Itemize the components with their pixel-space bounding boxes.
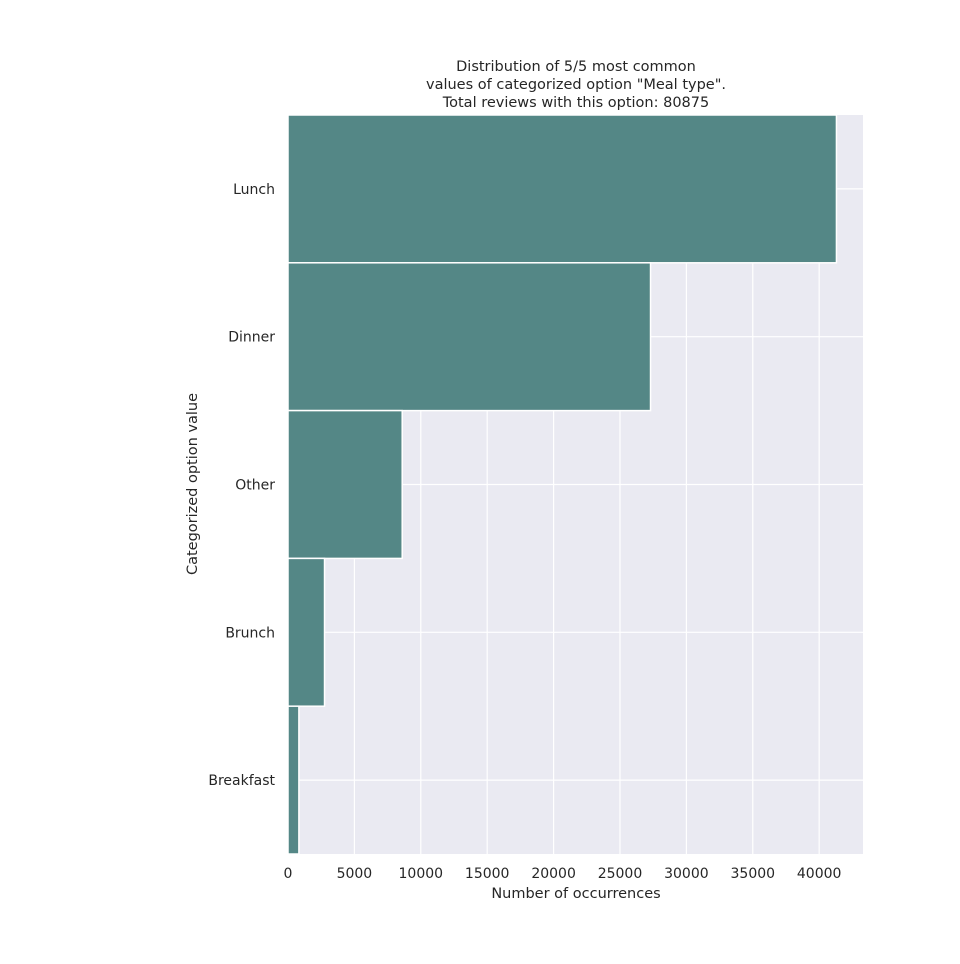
x-tick-label: 20000 [531,866,576,882]
bar-dinner [287,262,652,412]
x-tick-label: 0 [284,866,293,882]
bar-brunch [287,557,326,707]
bar-lunch [287,114,838,264]
x-tick-label: 40000 [797,866,842,882]
x-tick-label: 10000 [399,866,444,882]
x-tick-label: 5000 [337,866,373,882]
x-tick-label: 15000 [465,866,510,882]
chart-title-line-1: Distribution of 5/5 most common [456,59,696,75]
x-tick-label: 35000 [731,866,776,882]
bar-breakfast [287,705,300,855]
y-tick-labels: Lunch Dinner Other Brunch Breakfast [208,182,275,789]
chart-title-line-3: Total reviews with this option: 80875 [442,95,710,111]
bars [287,114,838,855]
x-tick-label: 25000 [598,866,643,882]
chart-title-line-2: values of categorized option "Meal type"… [426,77,726,93]
bar-other [287,409,403,560]
x-tick-label: 30000 [664,866,709,882]
x-axis-label: Number of occurrences [491,886,660,902]
y-tick-label: Breakfast [208,773,275,789]
y-tick-label: Other [235,478,275,494]
y-tick-label: Lunch [233,182,275,198]
y-tick-label: Dinner [228,330,275,346]
y-tick-label: Brunch [225,625,275,641]
x-tick-labels: 0 5000 10000 15000 20000 25000 30000 35000 40000 [284,866,842,882]
y-axis-label: Categorized option value [185,393,201,575]
